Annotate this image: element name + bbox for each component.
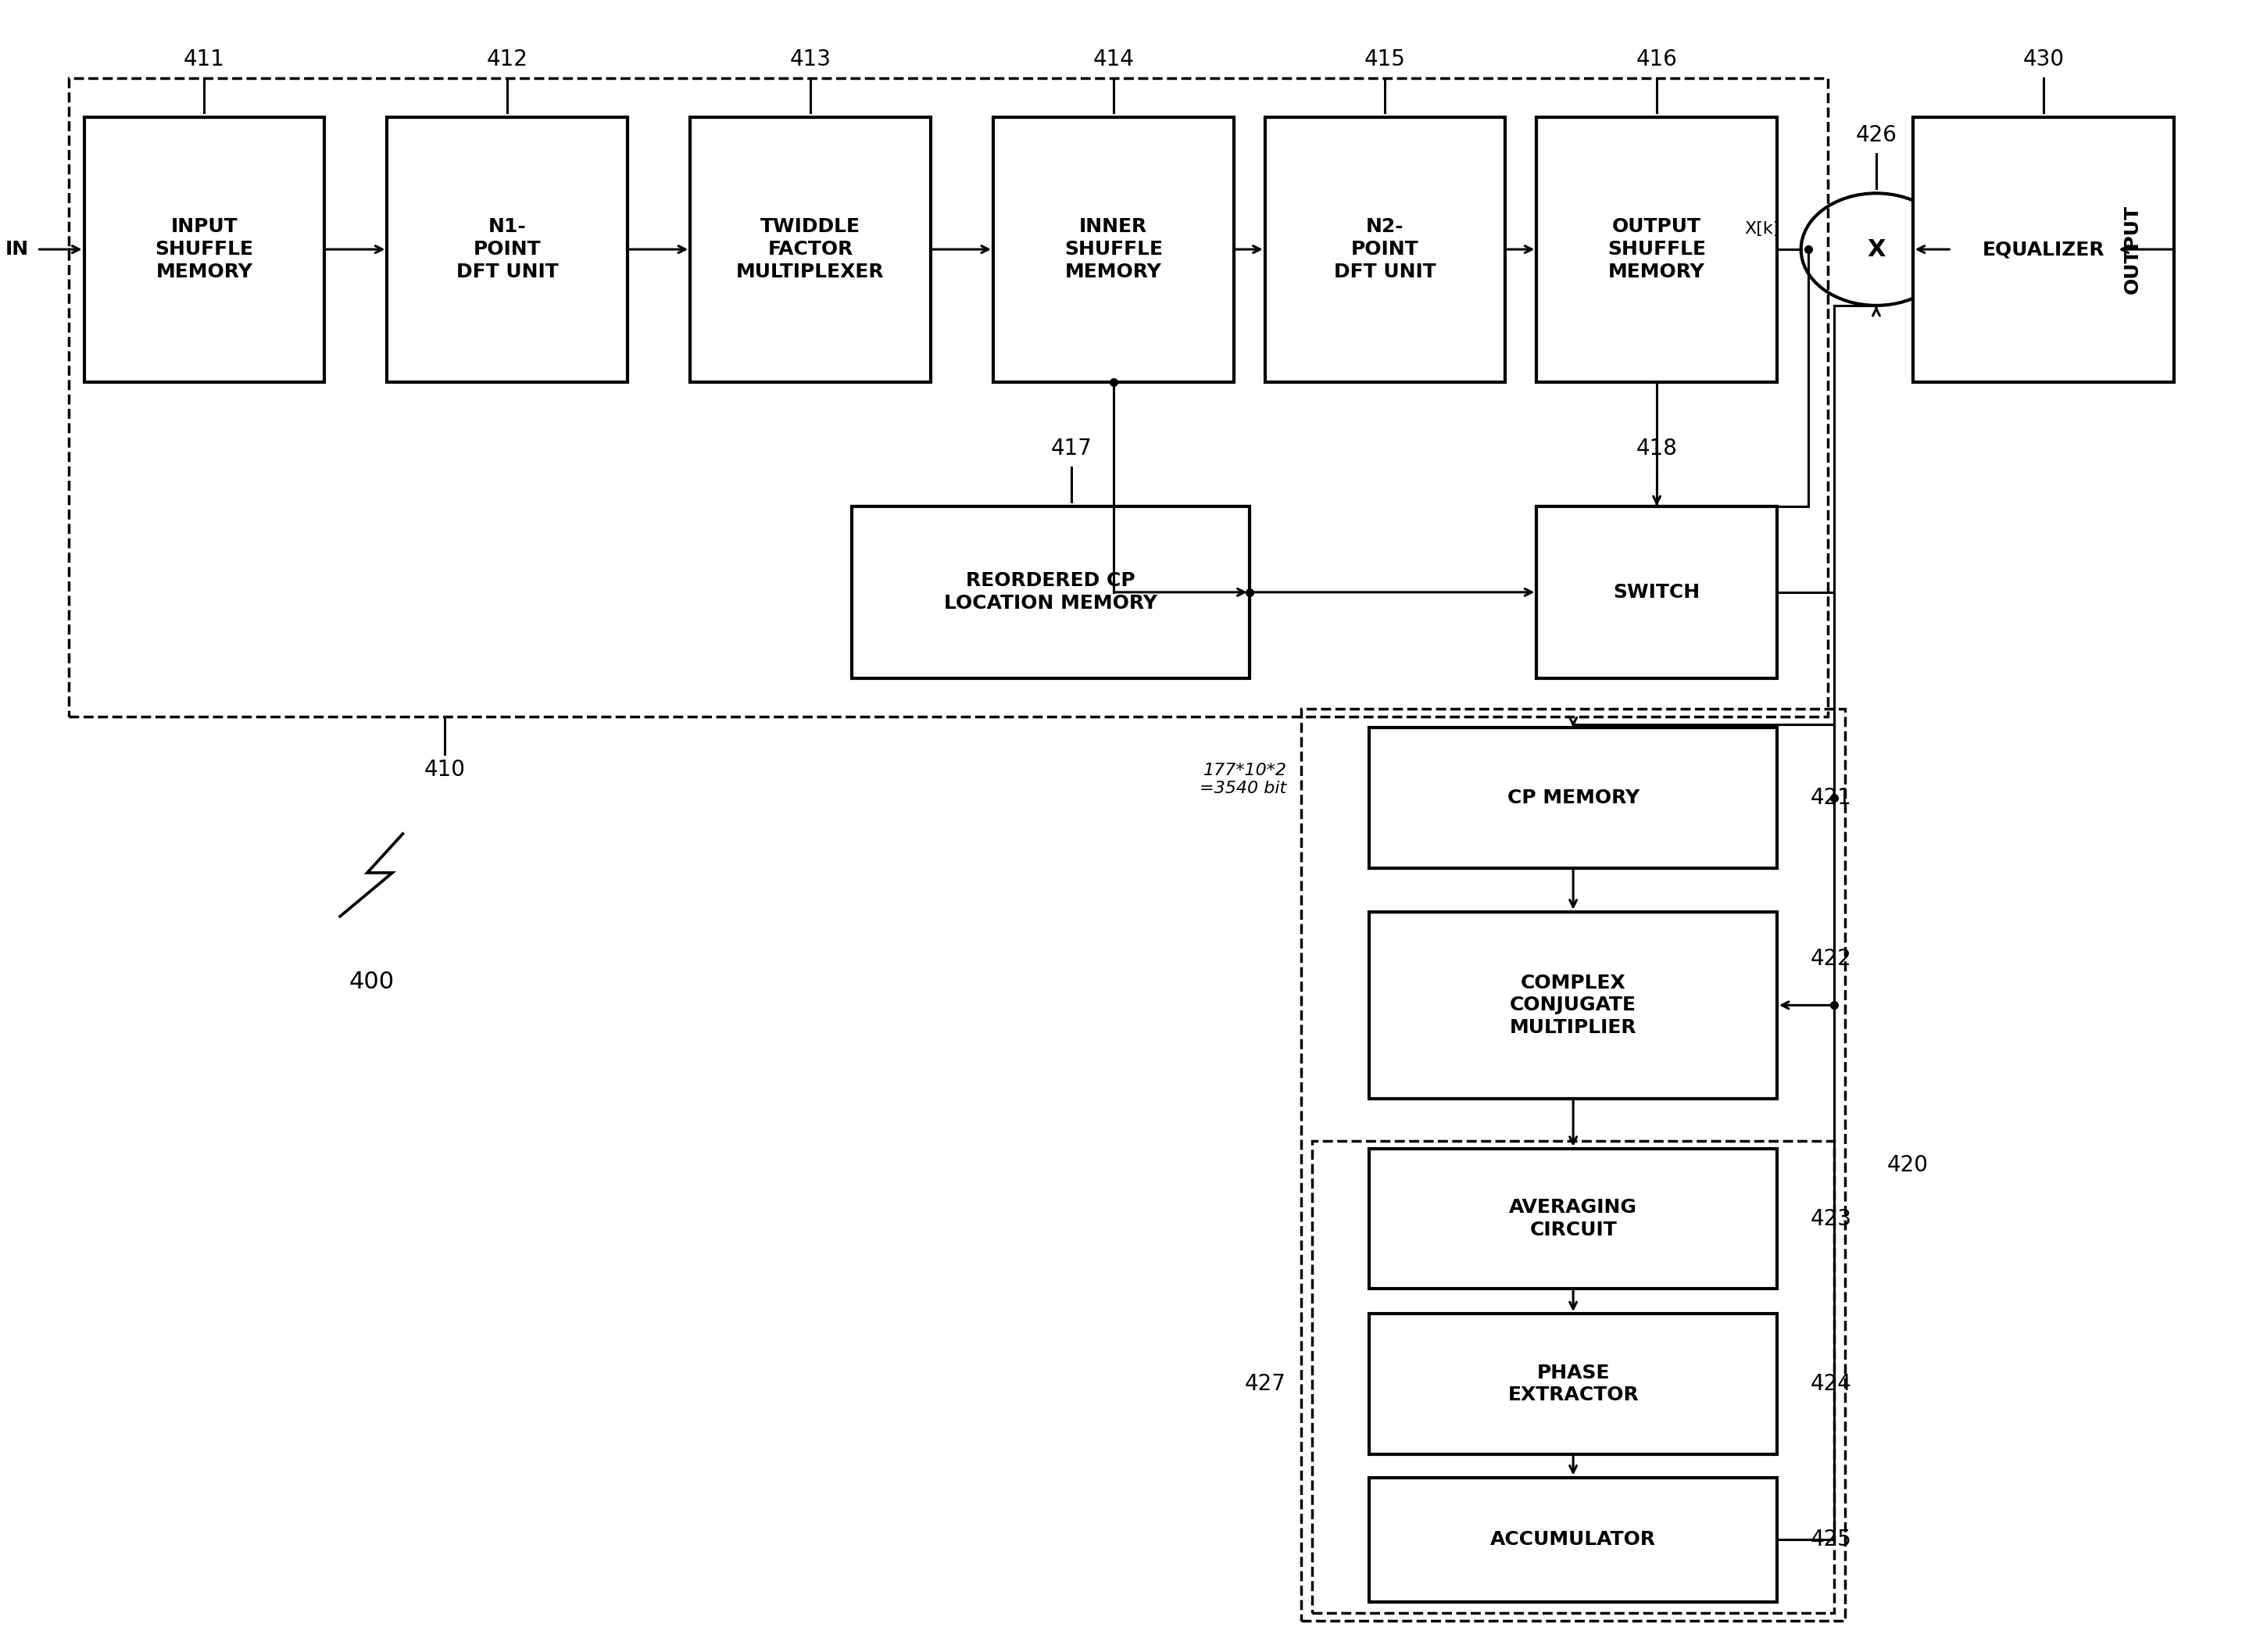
Text: 411: 411 [184, 48, 224, 69]
Text: 417: 417 [1051, 438, 1092, 459]
Text: CP MEMORY: CP MEMORY [1507, 788, 1639, 808]
Bar [388, 117, 628, 382]
Bar [1264, 117, 1504, 382]
Bar [691, 117, 930, 382]
Text: TWIDDLE
FACTOR
MULTIPLEXER: TWIDDLE FACTOR MULTIPLEXER [735, 218, 883, 281]
Text: 426: 426 [1856, 124, 1897, 147]
Bar [1370, 729, 1778, 867]
Text: 415: 415 [1365, 48, 1406, 69]
Text: X: X [1868, 238, 1886, 261]
Text: 430: 430 [2022, 48, 2065, 69]
Bar [1303, 709, 1845, 1621]
Bar [1370, 1313, 1778, 1454]
Text: PHASE
EXTRACTOR: PHASE EXTRACTOR [1507, 1363, 1639, 1404]
Text: 412: 412 [487, 48, 527, 69]
Text: 423: 423 [1809, 1208, 1852, 1229]
Bar [1370, 1148, 1778, 1289]
Bar [1536, 507, 1778, 677]
Text: SWITCH: SWITCH [1614, 583, 1699, 601]
Bar [1312, 1142, 1834, 1612]
Bar [993, 117, 1233, 382]
Text: 427: 427 [1244, 1373, 1287, 1394]
Text: 424: 424 [1809, 1373, 1852, 1394]
Text: OUTPUT: OUTPUT [2123, 205, 2141, 294]
Text: 414: 414 [1092, 48, 1134, 69]
Text: AVERAGING
CIRCUIT: AVERAGING CIRCUIT [1509, 1198, 1637, 1239]
Text: 420: 420 [1888, 1155, 1928, 1176]
Text: N2-
POINT
DFT UNIT: N2- POINT DFT UNIT [1334, 218, 1437, 281]
Text: 422: 422 [1809, 948, 1852, 970]
Text: 421: 421 [1809, 786, 1852, 809]
Text: 416: 416 [1637, 48, 1677, 69]
Text: 400: 400 [350, 970, 395, 993]
Bar [1370, 1477, 1778, 1602]
Text: COMPLEX
CONJUGATE
MULTIPLIER: COMPLEX CONJUGATE MULTIPLIER [1509, 973, 1637, 1037]
Bar [67, 78, 1827, 717]
Text: INPUT
SHUFFLE
MEMORY: INPUT SHUFFLE MEMORY [155, 218, 253, 281]
Text: 418: 418 [1637, 438, 1677, 459]
Text: 177*10*2
=3540 bit: 177*10*2 =3540 bit [1199, 762, 1287, 796]
Bar [1912, 117, 2175, 382]
Text: REORDERED CP
LOCATION MEMORY: REORDERED CP LOCATION MEMORY [944, 572, 1157, 613]
Text: X[k]: X[k] [1744, 221, 1780, 236]
Bar [1370, 912, 1778, 1099]
Text: EQUALIZER: EQUALIZER [1982, 240, 2105, 259]
Text: N1-
POINT
DFT UNIT: N1- POINT DFT UNIT [455, 218, 558, 281]
Text: 425: 425 [1809, 1528, 1852, 1551]
Text: 410: 410 [424, 758, 466, 781]
Bar [83, 117, 325, 382]
Text: OUTPUT
SHUFFLE
MEMORY: OUTPUT SHUFFLE MEMORY [1608, 218, 1706, 281]
Text: 413: 413 [789, 48, 832, 69]
Bar [1536, 117, 1778, 382]
Text: ACCUMULATOR: ACCUMULATOR [1491, 1530, 1657, 1550]
Bar [852, 507, 1249, 677]
Text: INNER
SHUFFLE
MEMORY: INNER SHUFFLE MEMORY [1065, 218, 1164, 281]
Text: IN: IN [4, 240, 29, 259]
